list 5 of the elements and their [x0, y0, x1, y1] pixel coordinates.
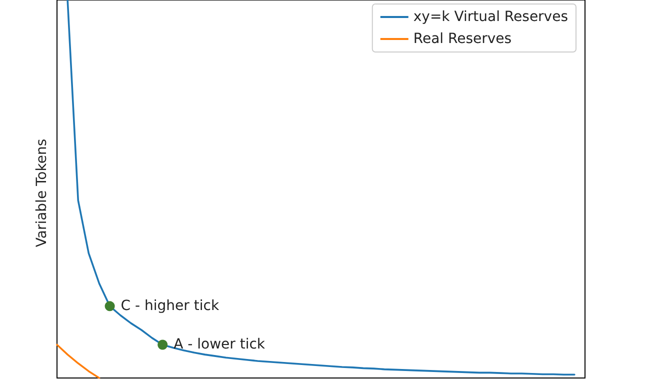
annotation: C - higher tick — [120, 298, 220, 314]
legend-label: Real Reserves — [413, 31, 512, 47]
legend-label: xy=k Virtual Reserves — [413, 9, 568, 25]
y-axis-title: Variable Tokens — [34, 138, 50, 248]
annotation: A - lower tick — [174, 336, 266, 353]
